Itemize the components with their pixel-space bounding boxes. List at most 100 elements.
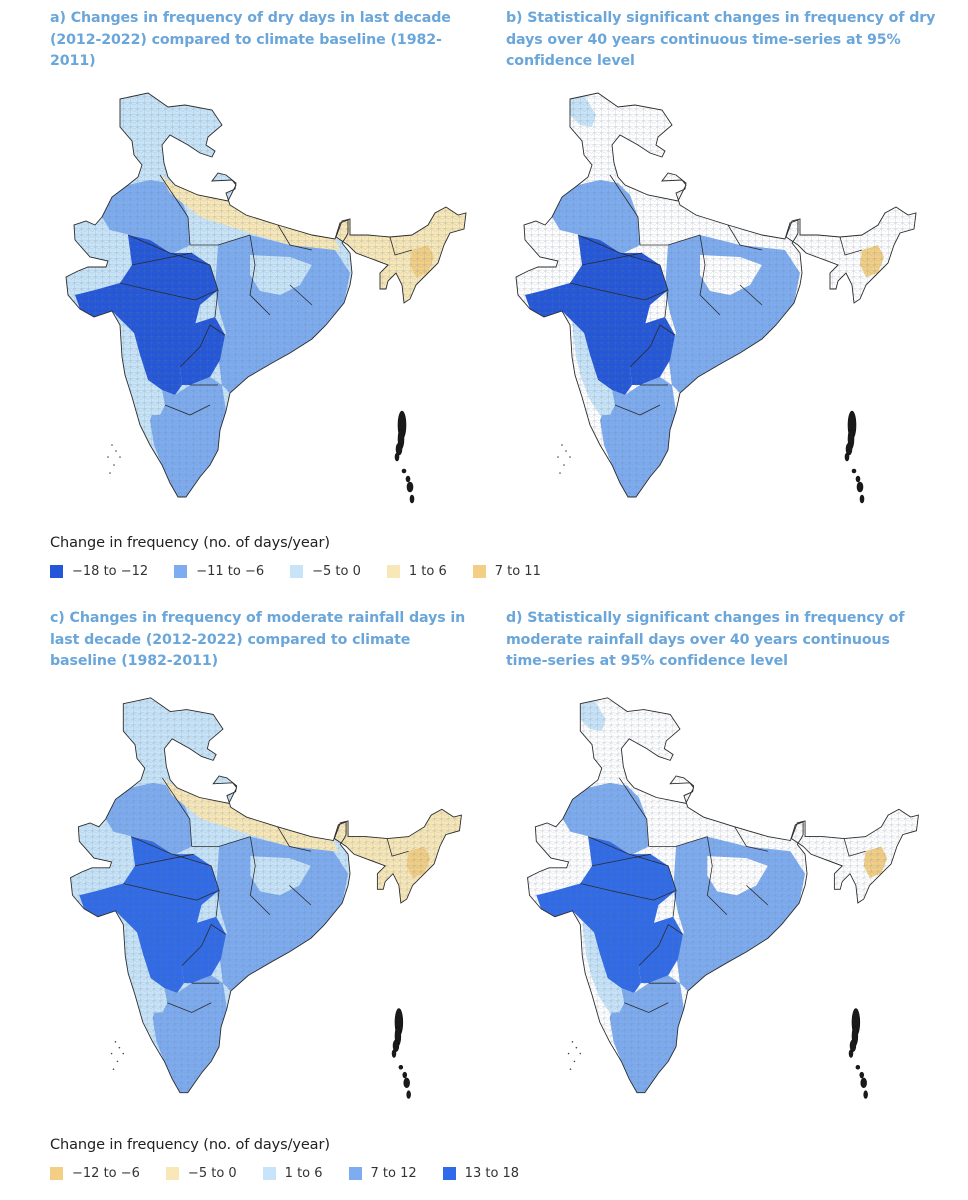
island	[573, 1060, 576, 1063]
state-border	[734, 826, 769, 852]
legend-swatch	[442, 1167, 456, 1180]
island	[114, 1041, 117, 1043]
legend-label: −11 to −6	[196, 564, 265, 579]
state-border	[843, 838, 866, 857]
district-boundaries	[527, 697, 919, 1093]
state-border	[581, 252, 643, 266]
island	[848, 1049, 854, 1058]
state-border	[614, 404, 661, 416]
northeast-outline	[785, 206, 917, 304]
state-border	[249, 836, 271, 916]
state-border	[123, 883, 220, 901]
island	[116, 1060, 119, 1063]
map-panel-b	[515, 92, 917, 504]
island	[406, 1090, 411, 1099]
india-outline	[70, 697, 351, 1094]
island	[115, 450, 117, 452]
state-border	[624, 1002, 669, 1013]
state-border	[191, 836, 251, 847]
state-border	[640, 234, 701, 246]
state-border	[289, 284, 313, 306]
legend-label: 7 to 12	[370, 1166, 417, 1181]
state-border	[162, 777, 193, 847]
state-border	[179, 324, 226, 368]
panel-c-title: c) Changes in frequency of moderate rain…	[50, 610, 466, 669]
island	[579, 1052, 582, 1055]
andaman-nicobar-islands	[567, 1008, 868, 1099]
island	[110, 1052, 113, 1055]
state-border	[159, 174, 191, 246]
legend-item: −18 to −12	[50, 564, 148, 579]
legend-label: 13 to 18	[464, 1166, 520, 1181]
legend-swatch	[348, 1167, 362, 1180]
state-border	[134, 853, 194, 867]
island	[409, 494, 415, 504]
state-border	[127, 234, 211, 266]
legend-item: −11 to −6	[174, 564, 264, 579]
island	[863, 1090, 868, 1099]
legend-label: 7 to 11	[494, 564, 541, 579]
map-fill-layer	[70, 697, 462, 1093]
island	[405, 475, 411, 483]
panel-a-title: a) Changes in frequency of dry days in l…	[50, 10, 451, 69]
state-border	[190, 234, 251, 246]
state-border	[277, 224, 313, 251]
state-border	[119, 282, 219, 301]
island	[844, 452, 850, 462]
andaman-nicobar-islands	[110, 1008, 411, 1099]
state-border	[746, 885, 769, 906]
state-border	[591, 853, 651, 867]
island	[112, 1068, 115, 1070]
island	[391, 1049, 397, 1058]
map-panel-d	[527, 697, 919, 1099]
legend-label: −12 to −6	[72, 1166, 140, 1181]
state-border	[130, 836, 212, 867]
state-border	[648, 836, 708, 847]
state-border	[386, 838, 409, 857]
island	[401, 468, 407, 474]
state-border	[587, 836, 669, 867]
island	[859, 494, 865, 504]
island	[111, 444, 113, 446]
island	[107, 456, 109, 458]
state-border	[249, 234, 271, 316]
india-outline	[65, 92, 353, 498]
state-border	[638, 923, 684, 966]
legend-item: 7 to 12	[348, 1166, 417, 1181]
island	[575, 1046, 578, 1049]
island	[855, 1064, 861, 1070]
legend-item: −12 to −6	[50, 1166, 140, 1181]
legend-item: 13 to 18	[442, 1166, 520, 1181]
state-border	[619, 777, 650, 847]
island	[860, 1077, 867, 1089]
island	[119, 456, 121, 458]
island	[851, 468, 857, 474]
andaman-nicobar-islands	[557, 410, 865, 504]
state-border	[167, 1002, 212, 1013]
island	[118, 1046, 121, 1049]
island	[571, 1041, 574, 1043]
india-outline	[527, 697, 808, 1094]
panel-d-title: d) Statistically significant changes in …	[506, 610, 905, 669]
state-border	[739, 284, 763, 306]
state-border	[389, 236, 413, 256]
legend-rain: −12 to −6 −5 to 0 1 to 6 7 to 12 13 to 1…	[50, 1166, 545, 1181]
india-outline	[515, 92, 803, 498]
legend-swatch	[386, 565, 400, 578]
island	[398, 1064, 404, 1070]
legend-dry-title: Change in frequency (no. of days/year)	[50, 535, 330, 551]
island	[569, 456, 571, 458]
map-panel-a	[65, 92, 467, 504]
state-border	[609, 174, 641, 246]
state-border	[667, 865, 677, 917]
map-fill-layer	[66, 93, 466, 497]
state-border	[699, 234, 721, 316]
state-border	[839, 236, 863, 256]
state-border	[629, 324, 676, 368]
island	[567, 1052, 570, 1055]
map-panel-c	[70, 697, 462, 1099]
island	[122, 1052, 125, 1055]
island	[563, 464, 565, 466]
legend-item: −5 to 0	[165, 1166, 237, 1181]
district-boundaries	[516, 93, 916, 497]
